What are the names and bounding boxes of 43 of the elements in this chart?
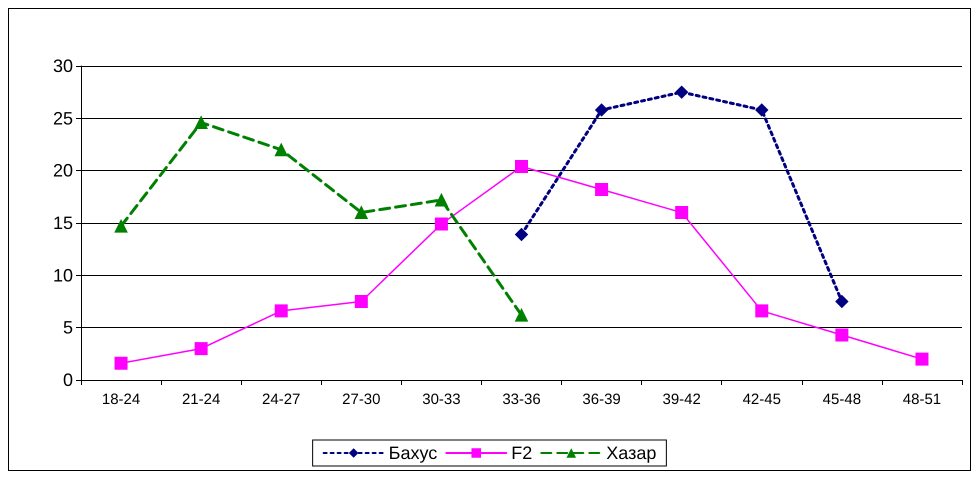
point: [515, 308, 528, 322]
x-tick-label: 42-45: [742, 391, 781, 408]
x-tick-label: 27-30: [342, 391, 381, 408]
point: [675, 206, 688, 220]
x-tick-label: 45-48: [822, 391, 862, 408]
point: [835, 295, 848, 308]
y-tick-label: 25: [52, 108, 73, 128]
point: [434, 218, 448, 231]
y-tick-label: 5: [62, 318, 73, 338]
x-tick-label: 30-33: [422, 391, 461, 408]
y-tick-label: 10: [52, 265, 73, 286]
point: [755, 103, 768, 116]
legend-label: F2: [511, 443, 532, 463]
point: [114, 356, 128, 370]
point: [755, 304, 768, 318]
point: [675, 86, 688, 99]
point: [515, 228, 528, 242]
y-tick-label: 15: [52, 213, 73, 233]
y-tick-label: 0: [62, 370, 73, 390]
point: [194, 342, 208, 356]
point: [114, 220, 128, 233]
x-tick-label: 21-24: [182, 391, 220, 408]
point: [274, 304, 288, 318]
y-tick-label: 30: [52, 56, 73, 76]
x-tick-label: 39-42: [662, 391, 701, 408]
legend-label: Бахус: [388, 443, 438, 463]
point: [835, 328, 848, 342]
point: [915, 352, 928, 366]
x-tick-label: 24-27: [262, 391, 300, 408]
x-tick-label: 48-51: [902, 391, 942, 408]
y-tick-label: 20: [52, 160, 73, 181]
point: [354, 295, 368, 308]
point: [515, 160, 528, 173]
point: [434, 193, 448, 206]
point: [595, 103, 608, 116]
point: [194, 116, 208, 130]
point: [354, 206, 368, 220]
point: [274, 143, 288, 156]
x-tick-label: 33-36: [502, 391, 541, 408]
point: [595, 183, 608, 196]
legend-label: Хазар: [606, 443, 656, 463]
x-tick-label: 36-39: [582, 391, 621, 408]
x-tick-label: 18-24: [102, 391, 140, 408]
